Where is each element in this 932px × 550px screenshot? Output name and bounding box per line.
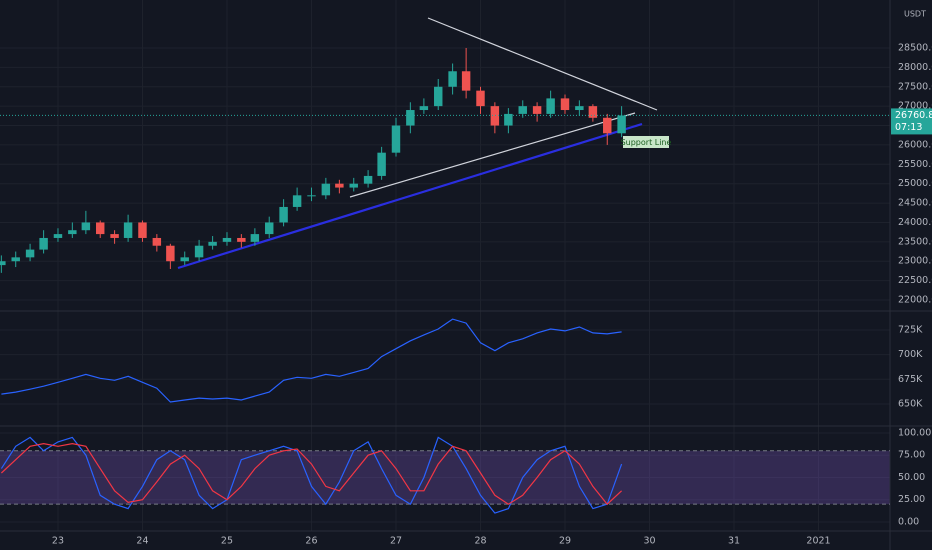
- candle-body: [504, 113, 513, 126]
- candle-body: [250, 234, 260, 242]
- y-tick-label: 28500.00: [898, 42, 932, 53]
- candle-body: [166, 245, 175, 262]
- y-tick-label: 25000.00: [898, 178, 932, 189]
- band-fill: [0, 450, 890, 505]
- candle-body: [123, 222, 133, 238]
- y-tick-label: 27000.00: [898, 101, 932, 112]
- candle-body: [575, 106, 584, 111]
- y-tick-label: 22000.00: [898, 294, 932, 305]
- x-tick-label: 28: [474, 536, 486, 547]
- candle-body: [377, 152, 386, 176]
- y-tick-label: 100.00: [898, 427, 931, 438]
- trend-line: [427, 17, 658, 111]
- candle-body: [279, 206, 288, 223]
- last-price-label: 26760.89: [895, 110, 932, 121]
- candle-body: [391, 125, 401, 153]
- x-tick-label: 25: [221, 536, 233, 547]
- y-tick-label: 25.00: [898, 494, 925, 505]
- last-price-box: [891, 108, 932, 135]
- candle-body: [307, 195, 316, 197]
- candle-body: [110, 234, 119, 238]
- candle-body: [588, 106, 598, 118]
- candle-body: [237, 237, 246, 242]
- y-tick-label: 50.00: [898, 472, 925, 483]
- indicator-line: [1, 318, 622, 403]
- annotation-box: [623, 136, 669, 148]
- candle-body: [194, 245, 204, 258]
- candle-body: [53, 234, 63, 238]
- y-tick-label: 24500.00: [898, 198, 932, 209]
- x-tick-label: 24: [136, 536, 148, 547]
- x-tick-label: 29: [559, 536, 571, 547]
- y-tick-label: 23000.00: [898, 256, 932, 267]
- annotation: Support Line: [621, 138, 672, 147]
- candle-body: [0, 261, 6, 266]
- candle-body: [180, 257, 189, 262]
- candle-body: [603, 117, 612, 134]
- candle-body: [265, 222, 274, 235]
- y-tick-label: 675K: [898, 374, 923, 385]
- candle-body: [25, 249, 35, 258]
- candle-body: [321, 183, 331, 196]
- candle-body: [617, 115, 626, 134]
- y-tick-label: 700K: [898, 349, 923, 360]
- candle-body: [490, 106, 500, 126]
- candle-body: [349, 183, 358, 188]
- candle-body: [448, 71, 457, 87]
- candle-body: [81, 222, 91, 231]
- x-tick-label: 31: [728, 536, 740, 547]
- candle-body: [419, 106, 429, 111]
- candle-body: [363, 175, 373, 184]
- x-tick-label: 23: [52, 536, 64, 547]
- candle-body: [68, 230, 77, 235]
- candle-body: [461, 71, 471, 91]
- y-tick-label: 725K: [898, 324, 923, 335]
- countdown-label: 07:13: [895, 122, 922, 133]
- y-tick-label: 22500.00: [898, 275, 932, 286]
- x-tick-label: 2021: [806, 536, 830, 547]
- candle-body: [222, 237, 232, 242]
- x-tick-label: 30: [643, 536, 655, 547]
- candle-body: [39, 237, 48, 250]
- y-tick-label: 28000.00: [898, 62, 932, 73]
- candle-body: [560, 98, 570, 111]
- candle-body: [152, 237, 162, 246]
- candle-body: [546, 98, 555, 114]
- indicator-line: [0, 436, 623, 514]
- candle-body: [138, 222, 147, 238]
- y-tick-label: 650K: [898, 398, 923, 409]
- candle-body: [434, 86, 443, 107]
- y-tick-label: 0.00: [898, 516, 919, 527]
- candle-body: [95, 222, 105, 235]
- candle-body: [532, 106, 542, 114]
- currency-unit: USDT: [904, 10, 926, 19]
- candle-body: [208, 241, 217, 246]
- candle-body: [406, 110, 415, 126]
- indicator-line: [0, 442, 623, 506]
- y-tick-label: 75.00: [898, 450, 925, 461]
- trend-line: [349, 112, 636, 198]
- candle-body: [11, 257, 20, 262]
- y-tick-label: 26000.00: [898, 139, 932, 150]
- candle-body: [518, 106, 527, 114]
- y-tick-label: 25500.00: [898, 159, 932, 170]
- candle-body: [476, 90, 485, 107]
- y-tick-label: 27500.00: [898, 81, 932, 92]
- y-tick-label: 23500.00: [898, 236, 932, 247]
- x-tick-label: 27: [390, 536, 402, 547]
- candle-body: [335, 183, 344, 188]
- y-tick-label: 24000.00: [898, 217, 932, 228]
- x-tick-label: 26: [305, 536, 317, 547]
- candle-body: [292, 195, 302, 207]
